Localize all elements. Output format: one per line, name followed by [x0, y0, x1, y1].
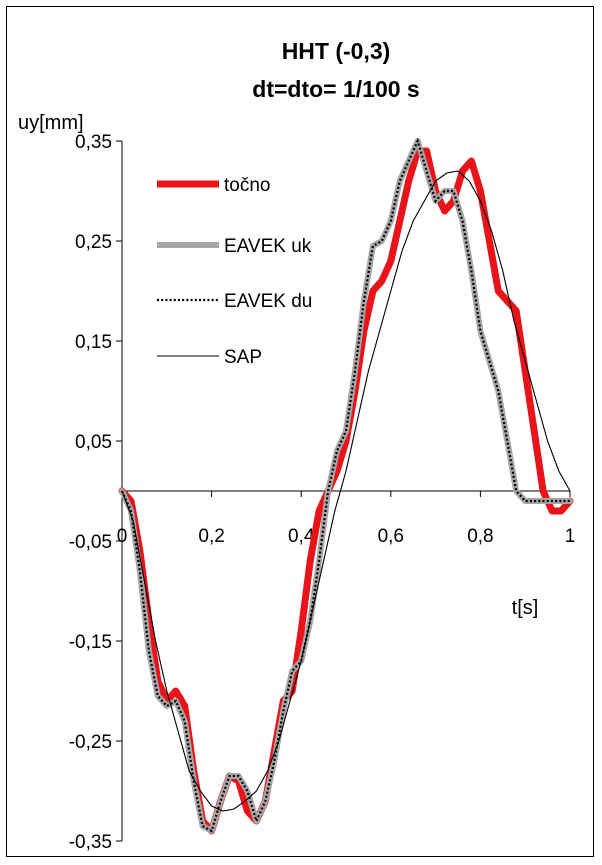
y-tick-label: -0,05: [69, 532, 112, 553]
chart-title: HHT (-0,3) dt=dto= 1/100 s: [252, 38, 419, 102]
legend-label: SAP: [224, 347, 262, 368]
x-tick-label: 1: [565, 526, 576, 547]
chart-title-line-2: dt=dto= 1/100 s: [252, 76, 419, 102]
chart-title-line-1: HHT (-0,3): [282, 38, 391, 64]
y-tick-label: 0,15: [75, 332, 112, 353]
x-tick-label: 0,4: [288, 526, 315, 547]
y-tick-label: -0,15: [69, 632, 112, 653]
chart-frame: [6, 6, 594, 857]
legend-label: EAVEK uk: [224, 236, 312, 257]
legend: točno EAVEK uk EAVEK du SAP: [157, 175, 312, 368]
x-tick-label: 0,8: [467, 526, 493, 547]
y-ticks: 0,35 0,25 0,15 0,05 -0,05 -0,15 -0,25 -0,35: [69, 132, 122, 853]
x-ticks: 0 0,2 0,4 0,6 0,8 1: [117, 491, 576, 547]
y-tick-label: -0,25: [69, 732, 112, 753]
x-axis-label: t[s]: [512, 597, 539, 619]
y-axis-label: uy[mm]: [18, 112, 84, 134]
series-line-sap: [121, 170, 571, 812]
x-tick-label: 0: [117, 526, 128, 547]
x-tick-label: 0,6: [378, 526, 404, 547]
series-line-eavek-du: [120, 137, 570, 833]
y-tick-label: 0,05: [75, 432, 112, 453]
legend-label: točno: [224, 175, 270, 196]
legend-label: EAVEK du: [224, 291, 312, 312]
y-tick-label: 0,35: [75, 132, 112, 153]
series-lines: [118, 137, 574, 835]
x-tick-label: 0,2: [198, 526, 224, 547]
y-tick-label: -0,35: [69, 832, 112, 853]
y-tick-label: 0,25: [75, 232, 112, 253]
